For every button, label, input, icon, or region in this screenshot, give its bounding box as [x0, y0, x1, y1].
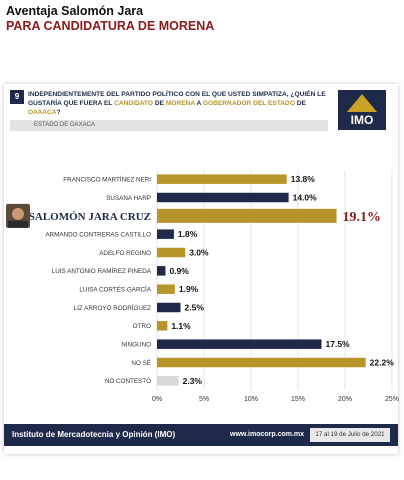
- x-tick-label: 5%: [199, 396, 209, 403]
- value-label: 2.3%: [183, 376, 203, 386]
- x-tick-label: 0%: [152, 396, 162, 403]
- bar: [157, 247, 186, 258]
- question-text-gobernador: GOBERNADOR DEL ESTADO: [202, 100, 295, 108]
- category-label: NO CONTESTÓ: [105, 376, 151, 385]
- footer-org: Instituto de Mercadotecnia y Opinión (IM…: [12, 430, 176, 439]
- bar: [157, 376, 179, 386]
- footer-date: 17 al 19 de Julio de 2021: [310, 428, 390, 442]
- question-text-1: INDEPENDIENTEMENTE DEL PARTIDO POLÍTICO …: [28, 91, 326, 108]
- x-tick-label: 20%: [338, 396, 352, 403]
- footer-url: www.imocorp.com.mx: [230, 431, 305, 438]
- candidate-face: [12, 207, 24, 220]
- bar: [157, 229, 174, 239]
- category-label: SUSANA HARP: [106, 195, 151, 202]
- value-label: 19.1%: [343, 210, 382, 225]
- footer-bar: Instituto de Mercadotecnia y Opinión (IM…: [4, 424, 398, 446]
- bar: [157, 339, 322, 349]
- bar: [157, 321, 168, 331]
- candidate-suit: [8, 220, 28, 228]
- headline: Aventaja Salomón Jara PARA CANDIDATURA D…: [6, 4, 398, 34]
- value-label: 1.8%: [178, 229, 198, 239]
- bar: [157, 192, 289, 203]
- value-label: 14.0%: [293, 193, 318, 203]
- category-label: NO SÉ: [131, 358, 151, 367]
- bar: [157, 174, 287, 184]
- question-text-4: DE: [294, 100, 306, 108]
- category-label: OTRO: [133, 323, 151, 330]
- bar: [157, 357, 366, 368]
- bar: [157, 284, 175, 294]
- x-tick-label: 10%: [244, 396, 258, 403]
- question-text-oaxaca: OAXACA: [28, 109, 57, 117]
- category-label: LUIS ANTONIO RAMÍREZ PINEDA: [52, 266, 152, 275]
- value-label: 1.9%: [179, 284, 199, 294]
- category-label: FRANCISCO MARTÍNEZ NERI: [63, 175, 151, 184]
- question-text-2: DE: [153, 100, 166, 108]
- region-label: ESTADO DE OAXACA: [34, 122, 95, 128]
- category-label: NINGUNO: [121, 342, 151, 349]
- headline-subtitle: PARA CANDIDATURA DE MORENA: [6, 19, 215, 33]
- value-label: 2.5%: [185, 303, 205, 313]
- category-label: ADELFO REGINO: [99, 250, 151, 257]
- bar: [157, 208, 337, 223]
- value-label: 13.8%: [291, 174, 316, 184]
- logo-text: IMO: [350, 113, 374, 127]
- imo-logo: IMO: [338, 90, 386, 130]
- category-label: ARMANDO CONTRERAS CASTILLO: [45, 232, 151, 239]
- category-label: LUISA CORTÉS GARCÍA: [79, 285, 151, 294]
- question-text-morena: MORENA: [165, 100, 195, 108]
- value-label: 0.9%: [169, 266, 189, 276]
- value-label: 3.0%: [189, 248, 209, 258]
- region-bar: ESTADO DE OAXACA: [10, 120, 328, 131]
- category-label: SALOMÓN JARA CRUZ: [29, 211, 151, 223]
- value-label: 22.2%: [370, 358, 395, 368]
- x-tick-label: 15%: [291, 396, 305, 403]
- question-text-3: A: [194, 100, 203, 108]
- pyramid-icon: [347, 94, 377, 112]
- headline-title: Aventaja Salomón Jara: [6, 4, 144, 18]
- bar: [157, 266, 166, 276]
- value-label: 17.5%: [326, 339, 351, 349]
- bar: [157, 302, 181, 313]
- category-label: LIZ ARROYO RODRÍGUEZ: [74, 303, 151, 312]
- value-label: 1.1%: [171, 321, 191, 331]
- question-text: INDEPENDIENTEMENTE DEL PARTIDO POLÍTICO …: [28, 90, 333, 118]
- poll-card: 9 INDEPENDIENTEMENTE DEL PARTIDO POLÍTIC…: [4, 84, 398, 454]
- question-text-5: ?: [56, 109, 61, 117]
- x-tick-label: 25%: [385, 396, 399, 403]
- question-text-candidato: CANDIDATO: [114, 100, 154, 108]
- question-number: 9: [10, 90, 24, 104]
